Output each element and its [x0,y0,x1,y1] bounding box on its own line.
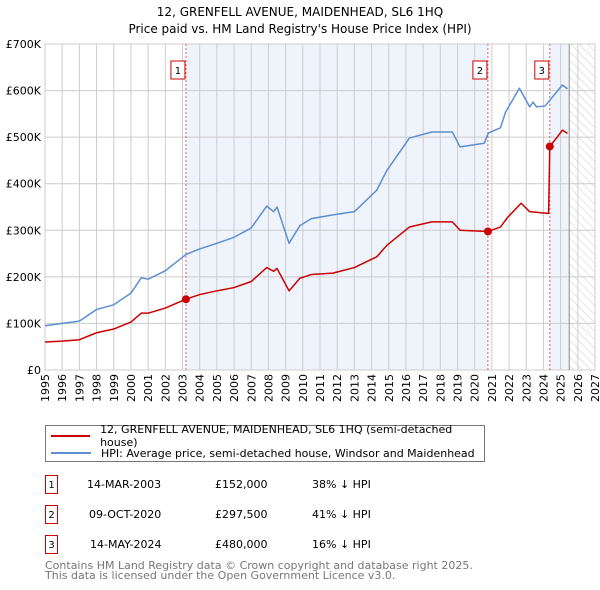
chart-title: 12, GRENFELL AVENUE, MAIDENHEAD, SL6 1HQ [157,5,443,19]
y-tick-label: £0 [27,364,41,377]
x-tick-label: 2001 [142,374,155,402]
x-tick-label: 1999 [108,374,121,402]
legend-item-hpi: HPI: Average price, semi-detached house,… [51,445,475,461]
y-tick-label: £400K [6,178,42,191]
x-tick-label: 1996 [56,374,69,402]
sale-price: £152,000 [215,478,268,491]
x-tick-label: 2019 [452,374,465,402]
legend: 12, GRENFELL AVENUE, MAIDENHEAD, SL6 1HQ… [45,423,485,462]
sale-point [483,227,492,236]
y-tick-label: £100K [6,317,42,330]
x-tick-label: 1995 [39,374,52,402]
sale-date: 14-MAR-2003 [87,478,162,491]
sale-point [545,142,554,151]
sale-hpi-delta: 16% ↓ HPI [312,538,371,551]
x-tick-label: 2000 [125,374,138,402]
y-tick-label: £600K [6,85,42,98]
price-chart: 12, GRENFELL AVENUE, MAIDENHEAD, SL6 1HQ… [6,5,600,402]
sale-label-box [534,60,550,80]
sale-label: 2 [477,66,483,77]
sale-price: £480,000 [215,538,268,551]
x-tick-label: 2003 [177,374,190,402]
x-tick-label: 2025 [555,374,568,402]
sale-marker-badge: 3 [45,535,58,554]
table-row: 1 14-MAR-2003 £152,000 38% ↓ HPI [45,475,445,495]
shaded-period [549,44,570,370]
sale-label: 1 [175,66,181,77]
x-tick-label: 2009 [280,374,293,402]
sale-hpi-delta: 38% ↓ HPI [312,478,371,491]
x-tick-label: 2012 [331,374,344,402]
legend-swatch-blue [51,452,91,454]
y-tick-label: £700K [6,38,42,51]
sale-marker-badge: 2 [45,505,58,524]
sale-date: 09-OCT-2020 [89,508,162,521]
x-tick-label: 2005 [211,374,224,402]
x-tick-label: 2024 [537,374,550,402]
x-tick-label: 2023 [520,374,533,402]
y-tick-label: £300K [6,224,42,237]
table-row: 2 09-OCT-2020 £297,500 41% ↓ HPI [45,505,445,525]
legend-label: HPI: Average price, semi-detached house,… [101,446,475,460]
table-row: 3 14-MAY-2024 £480,000 16% ↓ HPI [45,535,445,555]
x-tick-label: 2013 [348,374,361,402]
sale-date: 14-MAY-2024 [90,538,162,551]
legend-item-property: 12, GRENFELL AVENUE, MAIDENHEAD, SL6 1HQ… [51,423,484,449]
x-tick-label: 2020 [469,374,482,402]
sale-label-box [170,60,186,80]
y-tick-label: £200K [6,271,42,284]
sale-point [181,295,190,304]
x-tick-label: 2010 [297,374,310,402]
x-tick-label: 2021 [486,374,499,402]
x-tick-label: 2016 [400,374,413,402]
x-tick-label: 2004 [194,374,207,402]
x-tick-label: 2007 [245,374,258,402]
forecast-hatch [569,44,595,370]
x-tick-label: 2026 [572,374,585,402]
x-tick-label: 2014 [366,374,379,402]
y-tick-label: £500K [6,131,42,144]
legend-swatch-red [51,435,91,437]
x-tick-label: 2027 [589,374,600,402]
x-tick-label: 2017 [417,374,430,402]
chart-subtitle: Price paid vs. HM Land Registry's House … [128,22,471,36]
x-tick-label: 2008 [262,374,275,402]
x-tick-label: 1998 [91,374,104,402]
x-tick-label: 2006 [228,374,241,402]
x-tick-label: 2002 [159,374,172,402]
plot-frame [44,43,596,371]
sale-label-box [472,60,488,80]
sale-price: £297,500 [215,508,268,521]
property-price-line [44,129,568,343]
sale-label: 3 [539,66,545,77]
x-tick-label: 2018 [434,374,447,402]
footer-licence: This data is licensed under the Open Gov… [45,569,396,582]
hpi-line [44,84,568,327]
footer-copyright: Contains HM Land Registry data © Crown c… [45,559,473,572]
sale-hpi-delta: 41% ↓ HPI [312,508,371,521]
x-tick-label: 2015 [383,374,396,402]
x-tick-label: 1997 [73,374,86,402]
legend-label: 12, GRENFELL AVENUE, MAIDENHEAD, SL6 1HQ… [100,423,453,449]
x-tick-label: 2011 [314,374,327,402]
x-tick-label: 2022 [503,374,516,402]
sale-marker-badge: 1 [45,475,58,494]
